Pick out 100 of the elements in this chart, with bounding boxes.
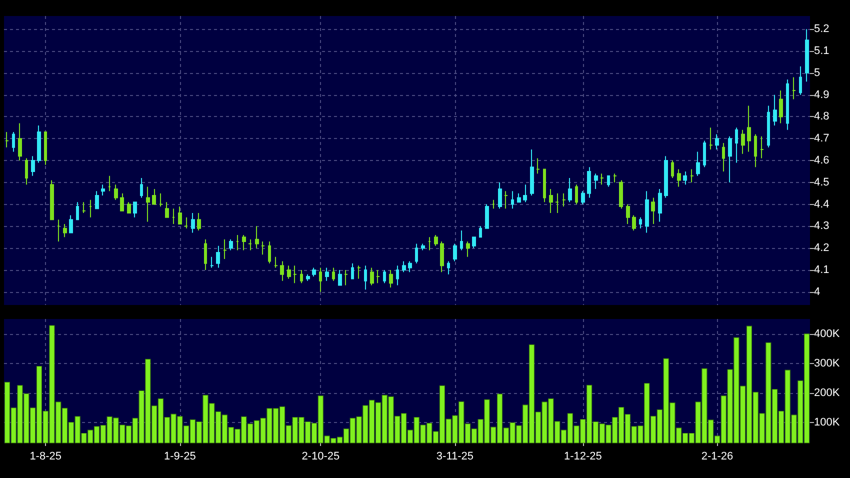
candlestick (76, 202, 79, 220)
candlestick (274, 256, 278, 268)
candlestick (216, 245, 220, 268)
y-tick-label: 400K (814, 328, 840, 340)
candlestick (498, 182, 502, 210)
candlestick (594, 173, 598, 190)
candlestick (242, 234, 246, 251)
candlestick (709, 127, 713, 150)
candlestick (37, 124, 41, 164)
candlestick (210, 256, 214, 268)
candlestick (319, 267, 322, 292)
y-tick-label: 5 (814, 66, 820, 79)
candlestick (165, 202, 169, 218)
candlestick (677, 168, 681, 188)
candlestick (89, 199, 92, 218)
candlestick (562, 192, 566, 207)
candlestick (146, 186, 150, 222)
candlestick (178, 206, 182, 224)
candlestick (370, 267, 374, 286)
x-tick-label: 2-1-26 (701, 450, 734, 462)
candlestick (287, 265, 291, 280)
candlestick (517, 192, 521, 203)
candlestick (364, 265, 367, 290)
y-tick-label: 4 (814, 286, 820, 298)
candlestick (293, 265, 297, 284)
y-tick-label: 4.1 (814, 264, 830, 276)
candlestick (440, 241, 444, 273)
candlestick (683, 170, 687, 186)
candlestick (715, 134, 719, 150)
y-tick-label: 200K (814, 386, 840, 399)
candlestick (376, 269, 380, 284)
candlestick (703, 140, 706, 168)
candlestick (479, 226, 482, 238)
candlestick (44, 132, 47, 166)
candlestick (639, 216, 642, 229)
candlestick (5, 132, 9, 148)
candlestick (530, 149, 534, 196)
candlestick (434, 234, 438, 246)
candlestick (735, 127, 738, 164)
candlestick (786, 78, 789, 130)
candlestick (197, 212, 201, 232)
candlestick (108, 175, 111, 192)
candlestick (428, 236, 431, 251)
candlestick (581, 190, 585, 205)
candlestick (248, 238, 252, 251)
candlestick (805, 28, 809, 82)
y-tick-label: 5.2 (814, 23, 830, 36)
candlestick (172, 208, 175, 224)
candlestick (767, 105, 770, 148)
candlestick (95, 190, 99, 210)
candlestick (415, 243, 418, 264)
candlestick (280, 260, 284, 282)
candlestick (568, 178, 572, 203)
candlestick (261, 241, 265, 256)
candlestick (383, 269, 386, 284)
candlestick (325, 267, 329, 282)
y-tick-label: 4.3 (814, 220, 830, 232)
candlestick (472, 236, 476, 249)
y-tick-label: 5.1 (814, 45, 830, 58)
candlestick (575, 184, 578, 205)
candlestick (204, 238, 207, 270)
candlestick (229, 238, 233, 251)
candlestick (536, 158, 540, 174)
candlestick (626, 204, 630, 224)
candlestick (101, 184, 105, 196)
candlestick (645, 190, 649, 234)
candlestick (619, 180, 623, 210)
candlestick (555, 192, 559, 214)
candlestick (31, 156, 35, 176)
candlestick (587, 166, 591, 198)
candlestick (402, 260, 406, 273)
candlestick (63, 223, 67, 238)
candlestick (722, 142, 725, 172)
x-tick-label: 2-10-25 (302, 450, 340, 462)
candlestick (312, 267, 316, 278)
candlestick (140, 178, 143, 198)
candlestick (447, 260, 450, 275)
x-tick-label: 3-11-25 (436, 450, 474, 462)
candlestick (389, 269, 393, 288)
candlestick (357, 265, 361, 280)
candlestick (408, 260, 412, 273)
candlestick (747, 105, 751, 152)
candlestick (255, 226, 259, 249)
candlestick (332, 267, 335, 282)
candlestick (485, 204, 489, 229)
y-tick-label: 4.4 (814, 198, 830, 210)
candlestick (25, 158, 28, 186)
candlestick (690, 168, 694, 183)
candlestick (57, 219, 60, 242)
candlestick (466, 241, 470, 258)
y-tick-label: 4.5 (814, 176, 830, 188)
y-tick-label: 4.9 (814, 88, 830, 101)
candlestick (754, 134, 757, 168)
candlestick (18, 122, 22, 161)
candlestick (523, 184, 527, 203)
candlestick (607, 175, 610, 188)
candlestick (191, 212, 195, 234)
candlestick (453, 243, 457, 262)
candlestick (671, 160, 674, 179)
y-tick-label: 100K (814, 416, 840, 428)
